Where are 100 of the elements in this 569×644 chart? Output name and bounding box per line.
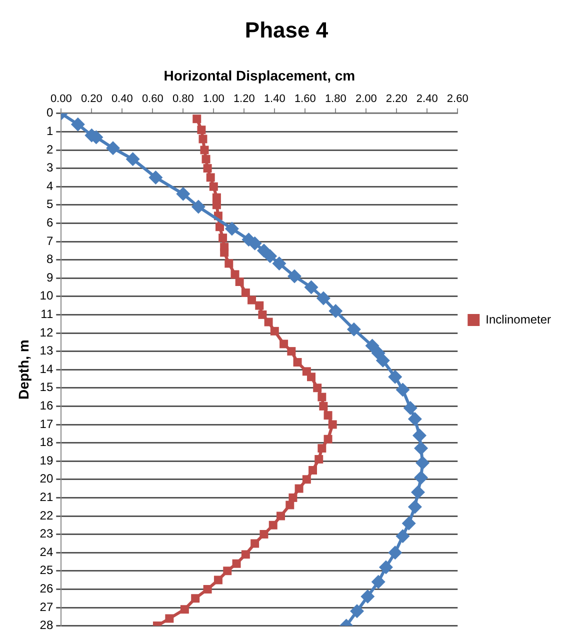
y-tick-label: 17 xyxy=(40,416,54,431)
point xyxy=(308,466,318,474)
point xyxy=(412,428,427,442)
point xyxy=(180,605,189,614)
y-tick-label: 22 xyxy=(40,508,54,522)
x-tick-label: 0.80 xyxy=(172,92,194,105)
chart-title: Phase 4 xyxy=(244,17,329,42)
point xyxy=(280,340,288,348)
point xyxy=(408,500,422,514)
point xyxy=(70,117,85,132)
y-tick-label: 2 xyxy=(46,142,54,156)
x-tick-label: 2.20 xyxy=(386,92,408,105)
x-axis-title: Horizontal Displacement, cm xyxy=(164,68,356,84)
point xyxy=(276,512,285,520)
y-tick-label: 12 xyxy=(40,325,54,340)
y-tick-label: 5 xyxy=(46,197,54,212)
x-tick-label: 1.20 xyxy=(233,92,255,105)
point xyxy=(250,539,260,548)
y-tick-label: 20 xyxy=(40,472,54,486)
point xyxy=(324,411,332,420)
point xyxy=(318,444,326,453)
point xyxy=(396,382,410,397)
point xyxy=(304,280,318,294)
point xyxy=(176,186,190,201)
point xyxy=(212,200,221,210)
x-tick-label: 0.00 xyxy=(50,92,72,105)
point xyxy=(416,456,430,470)
y-tick-label: 4 xyxy=(46,178,54,193)
y-tick-label: 13 xyxy=(40,344,54,358)
x-tick-label: 1.00 xyxy=(202,92,224,105)
y-tick-label: 24 xyxy=(40,544,54,559)
point xyxy=(260,530,268,539)
point xyxy=(203,584,212,594)
x-tick-label: 0.60 xyxy=(142,92,164,105)
x-tick-label: 1.40 xyxy=(264,92,286,105)
point xyxy=(287,347,296,356)
point xyxy=(388,546,402,560)
point xyxy=(165,614,174,623)
y-tick-label: 9 xyxy=(46,270,54,284)
point xyxy=(230,270,240,279)
y-tick-label: 18 xyxy=(40,435,54,450)
y-tick-label: 14 xyxy=(40,362,54,376)
y-tick-label: 11 xyxy=(40,307,54,322)
y-tick-label: 16 xyxy=(40,398,54,413)
point xyxy=(402,516,416,530)
point xyxy=(408,412,422,426)
point xyxy=(396,529,410,544)
y-tick-label: 15 xyxy=(40,380,54,394)
point xyxy=(318,392,326,402)
point xyxy=(328,420,337,429)
point xyxy=(287,269,302,284)
x-tick-label: 1.60 xyxy=(294,92,316,105)
point xyxy=(264,318,273,326)
point xyxy=(403,401,418,416)
point xyxy=(314,455,324,464)
point xyxy=(414,441,428,456)
point xyxy=(378,560,393,574)
x-tick-label: 2.40 xyxy=(416,92,438,105)
point xyxy=(319,402,328,410)
point xyxy=(360,590,375,604)
x-tick-label: 0.40 xyxy=(111,92,133,105)
point xyxy=(148,170,163,184)
point xyxy=(410,485,425,500)
point xyxy=(126,152,140,166)
y-tick-label: 19 xyxy=(40,453,54,468)
x-tick-label: 0.20 xyxy=(80,92,102,105)
point xyxy=(214,576,222,584)
point xyxy=(206,173,215,182)
y-tick-label: 3 xyxy=(46,160,54,175)
point xyxy=(376,353,390,368)
point xyxy=(350,604,364,618)
point xyxy=(223,566,232,576)
legend-label: Inclinometer xyxy=(486,312,552,326)
point xyxy=(224,222,239,236)
y-tick-label: 8 xyxy=(46,252,54,266)
point xyxy=(324,434,332,444)
point xyxy=(316,291,330,306)
point xyxy=(313,384,322,392)
point xyxy=(414,470,428,485)
y-tick-label: 23 xyxy=(40,526,54,541)
point xyxy=(241,288,250,297)
point xyxy=(268,520,278,530)
y-tick-label: 10 xyxy=(40,288,54,303)
point xyxy=(224,259,234,268)
point xyxy=(272,256,286,270)
y-tick-label: 7 xyxy=(46,234,54,248)
point xyxy=(270,326,279,336)
y-tick-label: 6 xyxy=(46,216,54,230)
point xyxy=(294,484,304,493)
point xyxy=(286,500,294,510)
y-tick-label: 27 xyxy=(40,600,54,614)
point xyxy=(220,248,229,257)
point xyxy=(209,182,218,191)
point xyxy=(307,372,316,382)
point xyxy=(328,304,343,318)
y-tick-label: 21 xyxy=(40,490,54,504)
point xyxy=(203,164,212,173)
y-tick-label: 1 xyxy=(46,124,54,138)
y-axis-title: Depth, m xyxy=(15,340,32,400)
point xyxy=(241,550,250,559)
